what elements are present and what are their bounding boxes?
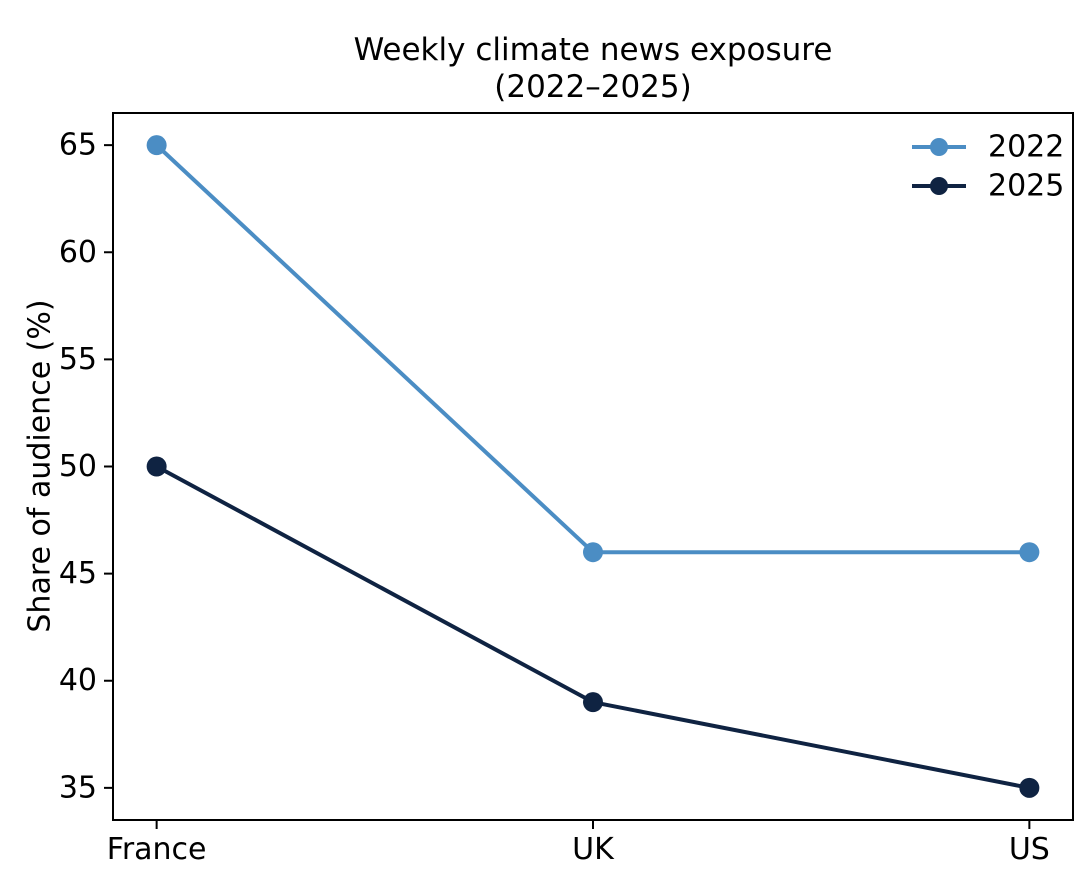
legend-label-2022: 2022 xyxy=(988,130,1064,165)
series-line-2025 xyxy=(155,464,1030,790)
chart-title-line1: Weekly climate news exposure xyxy=(353,32,833,68)
marker-2022-UK xyxy=(583,542,603,563)
y-tick-label: 50 xyxy=(59,449,97,484)
chart-title: Weekly climate news exposure (2022–2025) xyxy=(113,32,1073,106)
y-tick-label: 35 xyxy=(59,770,97,805)
y-tick-label: 60 xyxy=(59,235,97,270)
marker-2022-US xyxy=(1019,542,1040,563)
marker-2025-UK xyxy=(583,692,603,713)
plot-border xyxy=(112,112,1074,821)
y-tick-label: 55 xyxy=(59,342,97,377)
y-tick-label: 45 xyxy=(59,556,97,591)
legend-label-2025: 2025 xyxy=(988,169,1064,204)
marker-2022-France xyxy=(146,135,167,156)
x-tick-label: UK xyxy=(572,832,615,867)
chart-title-line2: (2022–2025) xyxy=(494,69,692,105)
series-line-2022 xyxy=(155,143,1030,555)
y-tick-label: 40 xyxy=(59,663,97,698)
legend-marker-2025 xyxy=(930,177,948,195)
marker-2025-US xyxy=(1019,777,1040,798)
x-tick-label: France xyxy=(107,832,207,867)
x-tick-label: US xyxy=(1009,832,1050,867)
y-tick-label: 65 xyxy=(59,128,97,163)
marker-2025-France xyxy=(146,456,167,477)
legend-marker-2022 xyxy=(930,138,948,156)
